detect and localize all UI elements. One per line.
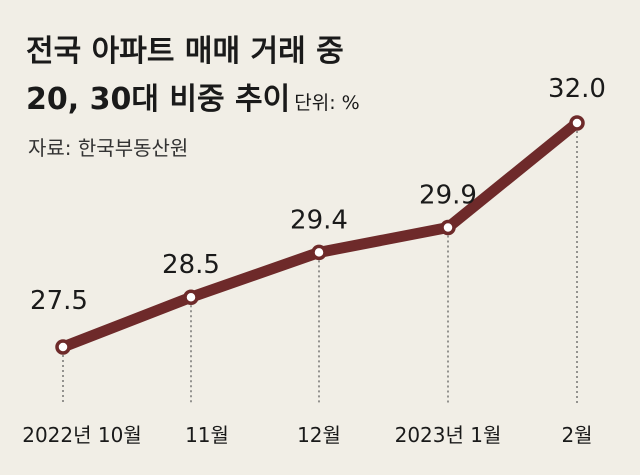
x-axis-label-0: 2022년 10월 [22, 423, 142, 447]
guide-lines [62, 131, 578, 405]
x-axis-labels: 2022년 10월 11월 12월 2023년 1월 2월 [22, 423, 592, 447]
data-label-4: 32.0 [548, 74, 606, 104]
x-axis-label-3: 2023년 1월 [395, 423, 502, 447]
source-label: 자료: 한국부동산원 [28, 136, 189, 160]
data-label-3: 29.9 [419, 181, 477, 211]
data-point-3 [440, 219, 456, 236]
data-point-2 [311, 244, 327, 261]
x-axis-label-1: 11월 [185, 423, 229, 447]
data-points [55, 115, 585, 355]
chart-title-line-1: 전국 아파트 매매 거래 중 [26, 34, 344, 69]
data-point-1 [183, 289, 199, 305]
data-label-1: 28.5 [162, 250, 220, 280]
data-point-0 [55, 339, 71, 355]
data-label-2: 29.4 [290, 205, 348, 235]
x-axis-label-4: 2월 [561, 423, 592, 447]
data-label-0: 27.5 [30, 286, 88, 316]
data-labels: 27.5 28.5 29.4 29.9 32.0 [30, 74, 606, 316]
data-point-4 [569, 115, 585, 131]
unit-label: 단위: % [294, 92, 360, 114]
chart-title-text-2: 20, 30대 비중 추이 [26, 82, 291, 117]
chart-title-line-2: 20, 30대 비중 추이 단위: % [26, 74, 360, 118]
x-axis-label-2: 12월 [297, 423, 341, 447]
